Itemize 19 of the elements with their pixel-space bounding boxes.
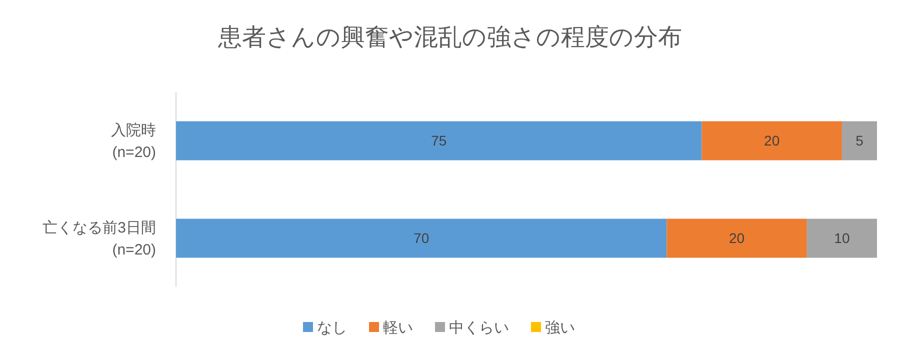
bar [702, 121, 842, 160]
data-label: 20 [764, 132, 780, 149]
bar [842, 121, 877, 160]
y-tick-label: 入院時 (n=20) [111, 122, 156, 161]
data-label: 10 [834, 230, 850, 246]
bar [806, 218, 877, 258]
legend-label: なし [317, 319, 347, 336]
legend-label: 軽い [383, 319, 413, 336]
bar [666, 218, 807, 258]
data-label: 5 [856, 132, 864, 149]
legend-label: 強い [545, 319, 575, 336]
data-label: 20 [729, 230, 745, 246]
data-label: 70 [414, 230, 430, 246]
bar [176, 218, 667, 258]
bar [176, 121, 702, 160]
chart-title: 患者さんの興奮や混乱の強さの程度の分布 [217, 24, 682, 51]
data-label: 75 [431, 132, 447, 149]
y-tick-label: 亡くなる前3日間 (n=20) [42, 220, 156, 258]
legend-label: 中くらい [449, 319, 509, 336]
